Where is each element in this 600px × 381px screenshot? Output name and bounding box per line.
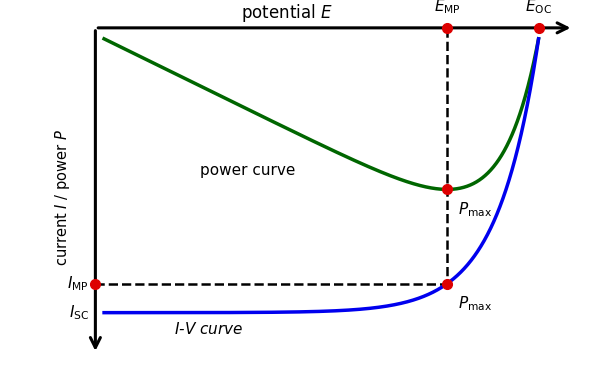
Text: $I_\mathregular{MP}$: $I_\mathregular{MP}$ bbox=[67, 274, 89, 293]
Text: current $I$ / power $P$: current $I$ / power $P$ bbox=[53, 129, 72, 266]
Text: power curve: power curve bbox=[200, 163, 295, 178]
Text: $P_\mathregular{max}$: $P_\mathregular{max}$ bbox=[458, 200, 492, 219]
Text: $E_\mathregular{OC}$: $E_\mathregular{OC}$ bbox=[525, 0, 552, 16]
Text: potential $E$: potential $E$ bbox=[241, 2, 332, 24]
Text: $E_\mathregular{MP}$: $E_\mathregular{MP}$ bbox=[434, 0, 461, 16]
Text: $I$-$V$ curve: $I$-$V$ curve bbox=[173, 321, 243, 337]
Text: $P_\mathregular{max}$: $P_\mathregular{max}$ bbox=[458, 295, 492, 313]
Text: $I_\mathregular{SC}$: $I_\mathregular{SC}$ bbox=[69, 303, 89, 322]
